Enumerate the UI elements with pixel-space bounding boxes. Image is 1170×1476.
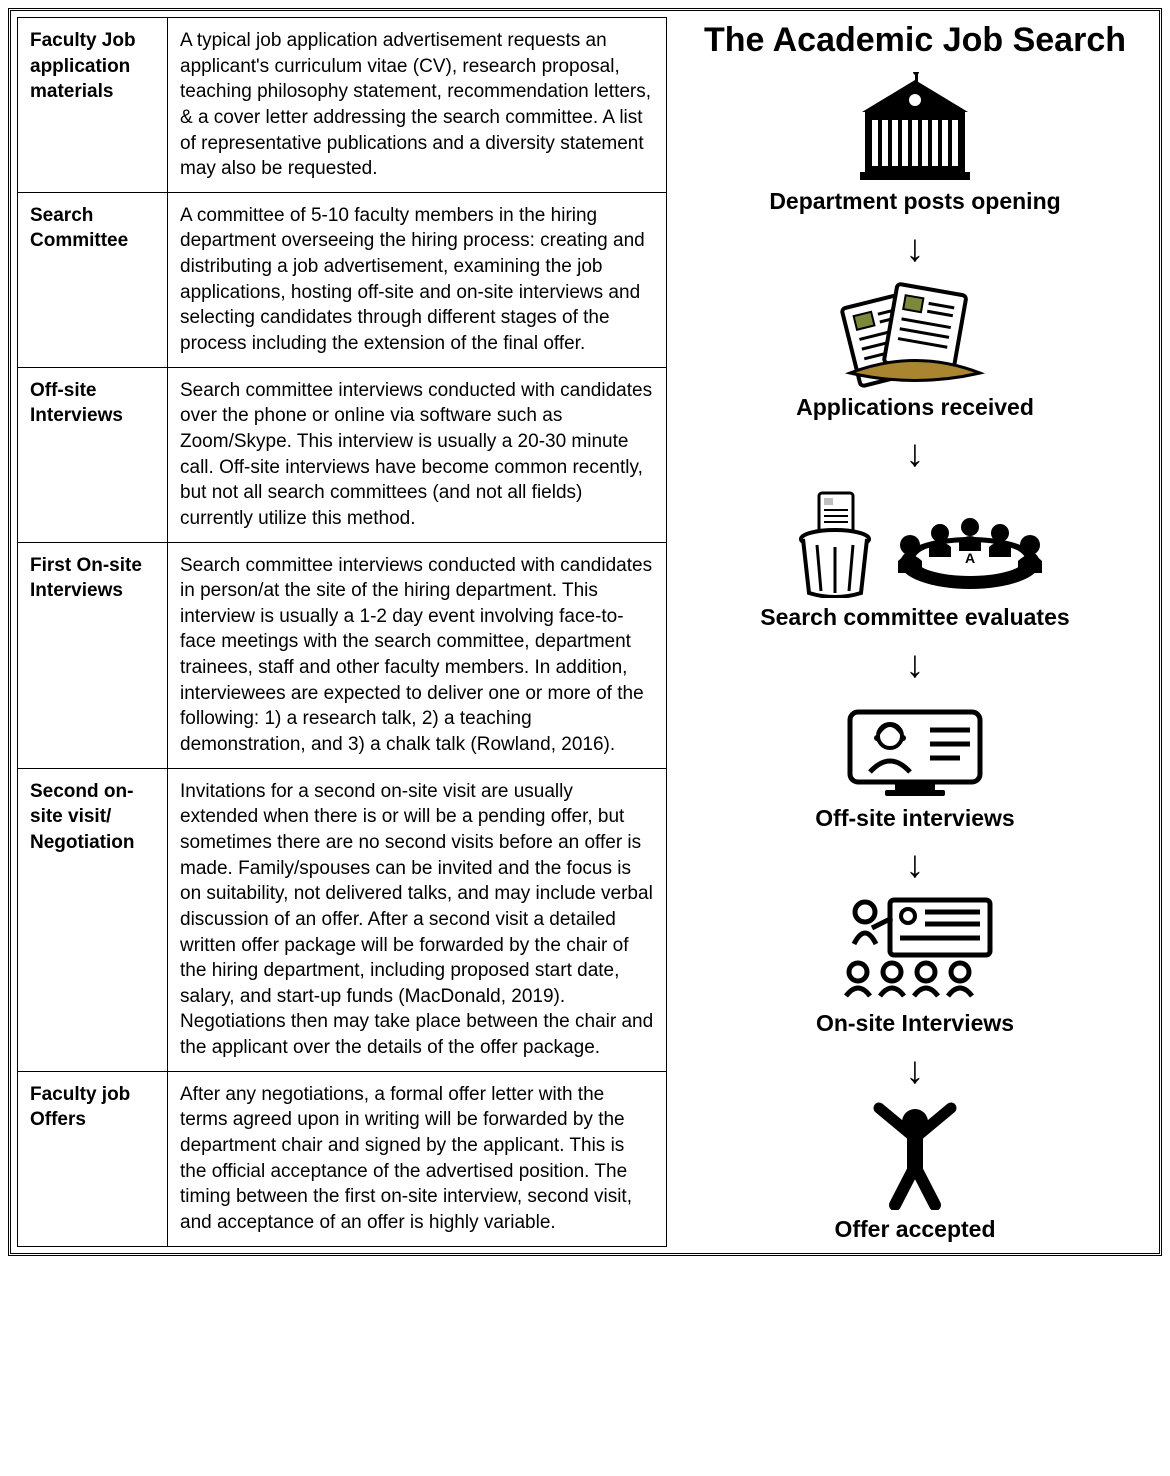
flow-step-offer: Offer accepted xyxy=(834,1100,995,1244)
two-column-layout: Faculty Job application materials A typi… xyxy=(17,17,1153,1247)
papers-icon xyxy=(830,278,1000,388)
table-row: First On-site Interviews Search committe… xyxy=(18,542,667,768)
flow-label: Department posts opening xyxy=(769,188,1060,216)
video-call-icon xyxy=(840,694,990,799)
flow-label: Offer accepted xyxy=(834,1216,995,1244)
definitions-table-wrap: Faculty Job application materials A typi… xyxy=(17,17,667,1247)
desc-cell: Invitations for a second on-site visit a… xyxy=(168,768,667,1071)
term-cell: Search Committee xyxy=(18,192,168,367)
term-cell: Faculty Job application materials xyxy=(18,18,168,193)
presentation-icon xyxy=(830,894,1000,1004)
arrow-down-icon: ↓ xyxy=(906,1052,925,1090)
table-row: Faculty Job application materials A typi… xyxy=(18,18,667,193)
flow-label: On-site Interviews xyxy=(816,1010,1014,1038)
table-row: Off-site Interviews Search committee int… xyxy=(18,367,667,542)
flow-label: Search committee evaluates xyxy=(760,604,1069,632)
desc-cell: Search committee interviews conducted wi… xyxy=(168,542,667,768)
arrow-down-icon: ↓ xyxy=(906,230,925,268)
table-row: Faculty job Offers After any negotiation… xyxy=(18,1071,667,1246)
flow-title: The Academic Job Search xyxy=(704,21,1126,60)
term-cell: Faculty job Offers xyxy=(18,1071,168,1246)
flow-step-department: Department posts opening xyxy=(769,72,1060,216)
flowchart: The Academic Job Search xyxy=(677,17,1153,1247)
flow-label: Off-site interviews xyxy=(815,805,1014,833)
svg-text:A: A xyxy=(965,550,975,566)
desc-cell: A committee of 5-10 faculty members in t… xyxy=(168,192,667,367)
flow-step-onsite: On-site Interviews xyxy=(816,894,1014,1038)
term-cell: Second on-site visit/ Negotiation xyxy=(18,768,168,1071)
arrow-down-icon: ↓ xyxy=(906,846,925,884)
committee-icon: A xyxy=(785,483,1045,598)
flow-step-applications: Applications received xyxy=(796,278,1034,422)
celebrate-icon xyxy=(865,1100,965,1210)
term-cell: Off-site Interviews xyxy=(18,367,168,542)
flow-step-offsite: Off-site interviews xyxy=(815,694,1014,833)
flow-label: Applications received xyxy=(796,394,1034,422)
arrow-down-icon: ↓ xyxy=(906,646,925,684)
desc-cell: A typical job application advertisement … xyxy=(168,18,667,193)
table-row: Search Committee A committee of 5-10 fac… xyxy=(18,192,667,367)
definitions-table: Faculty Job application materials A typi… xyxy=(17,17,667,1247)
desc-cell: After any negotiations, a formal offer l… xyxy=(168,1071,667,1246)
document-frame: Faculty Job application materials A typi… xyxy=(8,8,1162,1256)
desc-cell: Search committee interviews conducted wi… xyxy=(168,367,667,542)
building-icon xyxy=(850,72,980,182)
term-cell: First On-site Interviews xyxy=(18,542,168,768)
table-row: Second on-site visit/ Negotiation Invita… xyxy=(18,768,667,1071)
flow-step-evaluate: A Search committee evaluates xyxy=(760,483,1069,632)
arrow-down-icon: ↓ xyxy=(906,435,925,473)
